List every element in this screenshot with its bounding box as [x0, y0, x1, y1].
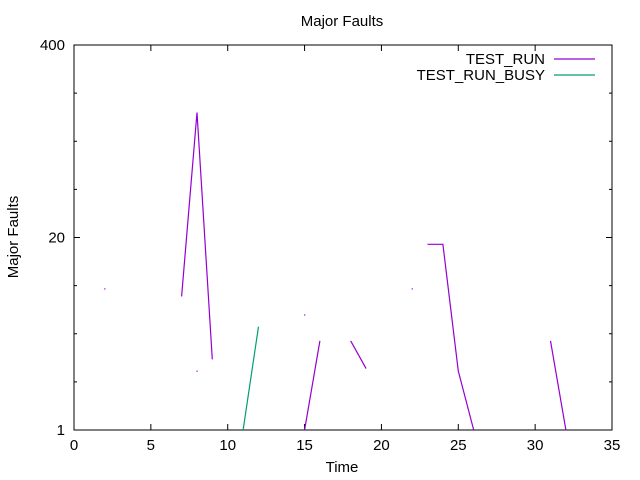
- series-point: [304, 314, 306, 316]
- x-axis-label: Time: [326, 459, 359, 476]
- series-point: [196, 370, 198, 372]
- series-line: [350, 340, 367, 369]
- y-tick-label: 400: [40, 37, 65, 54]
- legend-label: TEST_RUN: [466, 51, 545, 68]
- chart-title: Major Faults: [301, 13, 384, 30]
- y-tick-label: 1: [57, 422, 65, 439]
- series-point: [411, 288, 413, 290]
- series-line: [304, 340, 321, 431]
- plot-frame: [73, 44, 613, 431]
- x-axis: 0 5 10 15 20 25 30 35: [70, 45, 621, 454]
- x-tick-label: 10: [219, 437, 236, 454]
- series-line: [427, 243, 475, 431]
- y-tick-label: 20: [48, 230, 65, 247]
- series-line: [181, 112, 213, 360]
- series-layer: [104, 112, 567, 431]
- x-tick-label: 20: [373, 437, 390, 454]
- x-tick-label: 15: [296, 437, 313, 454]
- series-line: [242, 326, 260, 431]
- x-tick-label: 25: [450, 437, 467, 454]
- legend-label: TEST_RUN_BUSY: [417, 67, 545, 84]
- series-line: [549, 340, 567, 431]
- x-tick-label: 35: [604, 437, 621, 454]
- y-axis: 1 20 400: [40, 37, 612, 439]
- series-point: [104, 288, 106, 290]
- x-tick-label: 5: [147, 437, 155, 454]
- x-tick-label: 30: [527, 437, 544, 454]
- y-axis-label: Major Faults: [5, 196, 22, 279]
- x-tick-label: 0: [70, 437, 78, 454]
